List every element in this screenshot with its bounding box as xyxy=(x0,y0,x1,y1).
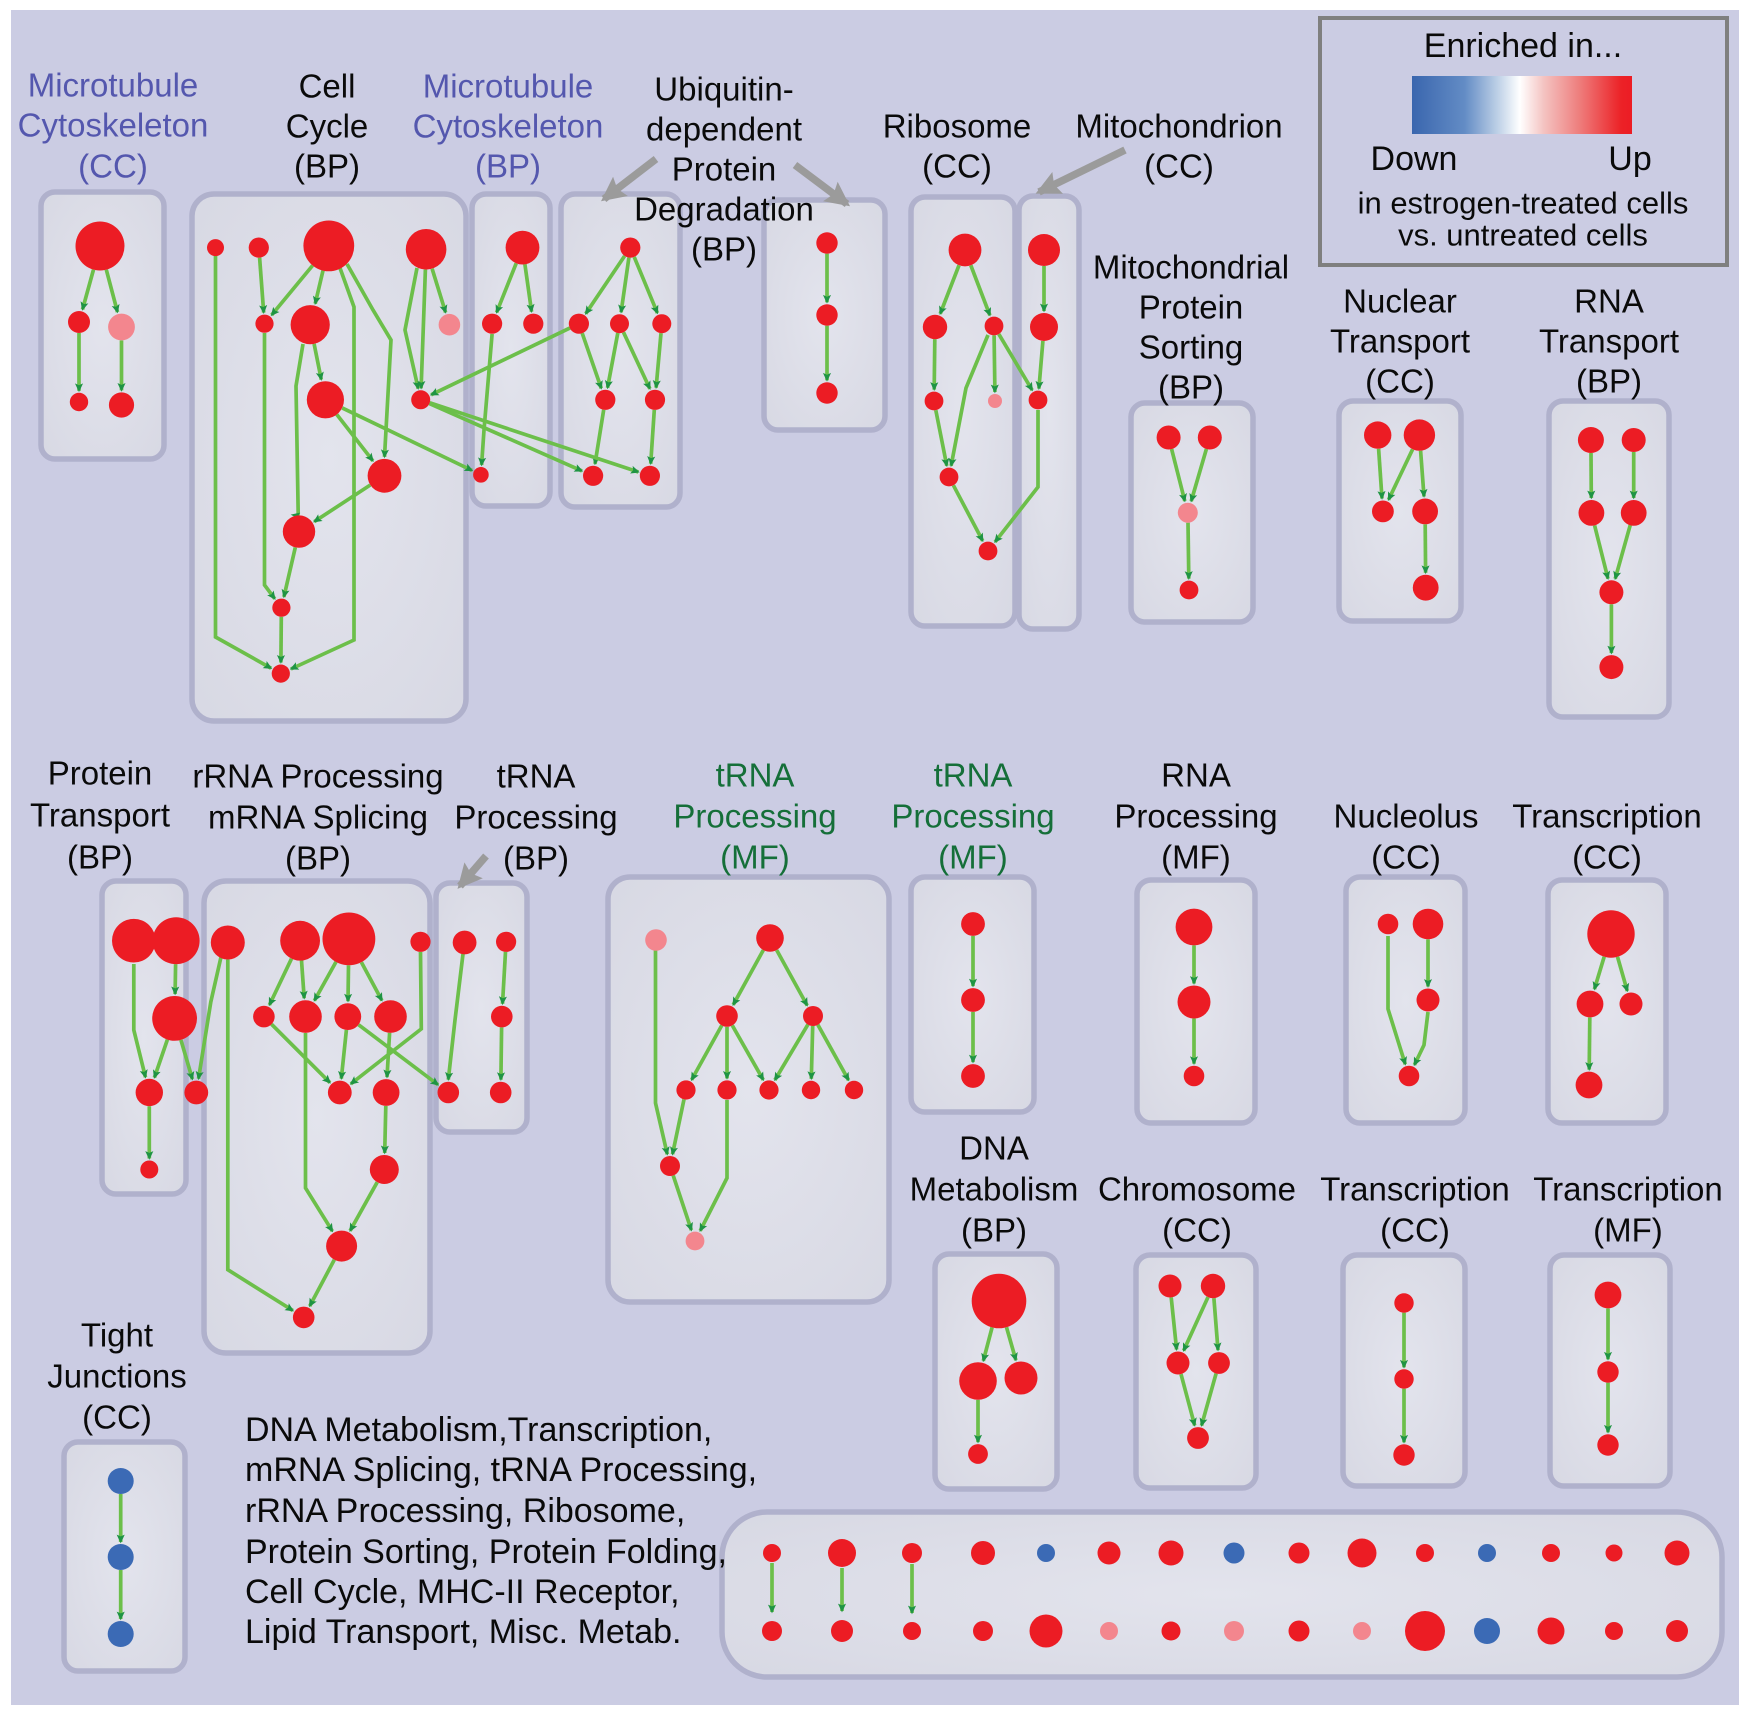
svg-text:Transcription: Transcription xyxy=(1533,1171,1723,1208)
svg-text:Cytoskeleton: Cytoskeleton xyxy=(413,108,604,145)
svg-text:(MF): (MF) xyxy=(938,839,1008,876)
svg-text:RNA: RNA xyxy=(1574,283,1644,320)
svg-text:tRNA: tRNA xyxy=(716,757,795,794)
svg-text:Protein Sorting, Protein Foldi: Protein Sorting, Protein Folding, xyxy=(245,1533,727,1571)
svg-text:RNA: RNA xyxy=(1161,757,1231,794)
svg-text:(MF): (MF) xyxy=(1161,839,1231,876)
svg-text:Ubiquitin-: Ubiquitin- xyxy=(654,71,793,108)
svg-text:(CC): (CC) xyxy=(1380,1212,1450,1249)
svg-text:(BP): (BP) xyxy=(691,231,757,268)
svg-text:Down: Down xyxy=(1371,140,1458,178)
svg-text:Cell Cycle, MHC-II Receptor,: Cell Cycle, MHC-II Receptor, xyxy=(245,1573,680,1611)
svg-text:(BP): (BP) xyxy=(1158,369,1224,406)
svg-text:(BP): (BP) xyxy=(475,148,541,185)
svg-text:Protein: Protein xyxy=(1139,289,1244,326)
svg-text:rRNA Processing, Ribosome,: rRNA Processing, Ribosome, xyxy=(245,1492,685,1530)
svg-text:mRNA Splicing, tRNA Processing: mRNA Splicing, tRNA Processing, xyxy=(245,1451,757,1489)
svg-text:Processing: Processing xyxy=(454,799,617,836)
svg-text:Mitochondrial: Mitochondrial xyxy=(1093,249,1289,286)
svg-text:tRNA: tRNA xyxy=(934,757,1013,794)
svg-text:(BP): (BP) xyxy=(294,148,360,185)
svg-text:(CC): (CC) xyxy=(82,1399,152,1436)
svg-text:Lipid Transport, Misc. Metab.: Lipid Transport, Misc. Metab. xyxy=(245,1613,682,1651)
svg-text:Microtubule: Microtubule xyxy=(423,68,594,105)
svg-text:tRNA: tRNA xyxy=(497,758,576,795)
svg-text:(BP): (BP) xyxy=(961,1212,1027,1249)
svg-text:Transport: Transport xyxy=(1330,323,1470,360)
svg-text:(BP): (BP) xyxy=(285,840,351,877)
svg-text:Up: Up xyxy=(1608,140,1651,178)
svg-text:Chromosome: Chromosome xyxy=(1098,1171,1296,1208)
svg-text:Cytoskeleton: Cytoskeleton xyxy=(18,107,209,144)
svg-text:(CC): (CC) xyxy=(1162,1212,1232,1249)
svg-text:Ribosome: Ribosome xyxy=(883,108,1032,145)
svg-text:Processing: Processing xyxy=(673,798,836,835)
svg-text:Degradation: Degradation xyxy=(634,191,814,228)
svg-text:(CC): (CC) xyxy=(1371,839,1441,876)
svg-text:DNA: DNA xyxy=(959,1130,1029,1167)
svg-text:Tight: Tight xyxy=(81,1317,153,1354)
svg-text:(CC): (CC) xyxy=(1365,363,1435,400)
svg-text:Enriched in...: Enriched in... xyxy=(1424,27,1622,65)
svg-text:Nucleolus: Nucleolus xyxy=(1334,798,1479,835)
svg-text:Transport: Transport xyxy=(30,797,170,834)
svg-text:Transport: Transport xyxy=(1539,323,1679,360)
svg-text:mRNA Splicing: mRNA Splicing xyxy=(208,799,428,836)
svg-text:(CC): (CC) xyxy=(78,148,148,185)
svg-text:in estrogen-treated cells: in estrogen-treated cells xyxy=(1358,186,1689,221)
svg-text:vs. untreated cells: vs. untreated cells xyxy=(1398,218,1648,253)
svg-text:(CC): (CC) xyxy=(1144,148,1214,185)
svg-text:(BP): (BP) xyxy=(67,839,133,876)
svg-text:Processing: Processing xyxy=(891,798,1054,835)
svg-text:(BP): (BP) xyxy=(1576,363,1642,400)
svg-text:Junctions: Junctions xyxy=(47,1358,186,1395)
svg-text:Mitochondrion: Mitochondrion xyxy=(1075,108,1282,145)
svg-text:(BP): (BP) xyxy=(503,840,569,877)
svg-text:(MF): (MF) xyxy=(720,839,790,876)
svg-text:Nuclear: Nuclear xyxy=(1343,283,1457,320)
svg-text:(CC): (CC) xyxy=(922,148,992,185)
svg-text:DNA Metabolism,Transcription,: DNA Metabolism,Transcription, xyxy=(245,1411,712,1449)
svg-text:Cycle: Cycle xyxy=(286,108,369,145)
svg-text:Sorting: Sorting xyxy=(1139,329,1244,366)
svg-text:Transcription: Transcription xyxy=(1320,1171,1510,1208)
svg-text:(CC): (CC) xyxy=(1572,839,1642,876)
svg-text:Protein: Protein xyxy=(672,151,777,188)
svg-text:(MF): (MF) xyxy=(1593,1212,1663,1249)
svg-text:Metabolism: Metabolism xyxy=(910,1171,1079,1208)
svg-text:Processing: Processing xyxy=(1114,798,1277,835)
svg-text:rRNA Processing: rRNA Processing xyxy=(192,758,443,795)
svg-text:Cell: Cell xyxy=(299,68,356,105)
svg-text:Protein: Protein xyxy=(48,755,153,792)
svg-text:dependent: dependent xyxy=(646,111,802,148)
svg-text:Transcription: Transcription xyxy=(1512,798,1702,835)
svg-text:Microtubule: Microtubule xyxy=(28,67,199,104)
